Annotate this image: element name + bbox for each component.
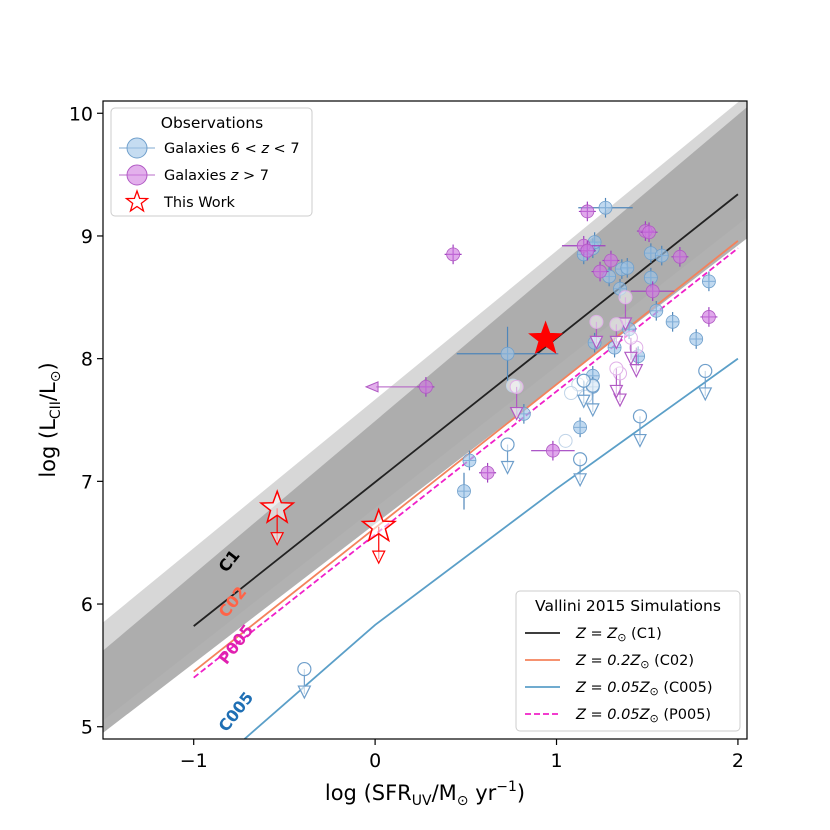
- point-galaxy-6-7-limit: [297, 661, 312, 677]
- point-galaxy-6-7-open: [564, 386, 579, 401]
- limit-arrow-galaxy-6-7-head: [297, 685, 312, 700]
- limit-arrow-this-work-head: [371, 550, 386, 565]
- point-this-work: [258, 489, 296, 524]
- point-galaxy-gt7: [604, 253, 618, 268]
- limit-arrow-left-head: [364, 381, 379, 393]
- legend-title: Vallini 2015 Simulations: [535, 597, 721, 615]
- point-galaxy-gt7: [446, 247, 461, 262]
- point-galaxy-6-7-limit: [500, 437, 515, 452]
- limit-arrow-galaxy-6-7-head: [585, 403, 600, 418]
- inner-band: [103, 107, 747, 733]
- legend-label-c1: Z = Z⊙ (C1): [575, 626, 662, 644]
- legend-marker-galaxies-gt7: [119, 164, 155, 186]
- y-tick-label: 9: [81, 226, 93, 248]
- model-line-c005: [243, 357, 739, 739]
- model-label-c005: C005: [215, 688, 258, 735]
- point-galaxy-6-7-limit: [573, 452, 588, 467]
- y-axis-label: log (LCII/L⊙): [36, 362, 64, 477]
- limit-arrow-galaxy-gt7-head: [609, 384, 624, 399]
- limit-arrow-galaxy-6-7-head: [576, 394, 591, 409]
- point-galaxy-6-7-limit: [698, 363, 713, 379]
- point-galaxy-gt7-limit: [609, 361, 624, 376]
- point-galaxy-gt7-limit: [618, 290, 633, 305]
- legend-label-galaxies-gt7: Galaxies z > 7: [164, 168, 269, 184]
- point-galaxy-6-7: [665, 314, 680, 329]
- axis-ticks: −1 0 1 2 5 6 7 8 9 10: [69, 103, 744, 772]
- point-galaxy-gt7: [672, 249, 687, 264]
- legend-title: Observations: [161, 114, 263, 132]
- point-galaxy-6-7: [598, 200, 613, 215]
- legend-star-icon: [124, 189, 150, 213]
- legend-label-this-work: This Work: [163, 195, 236, 211]
- point-galaxy-gt7: [545, 443, 560, 458]
- point-galaxy-gt7: [642, 225, 656, 240]
- point-galaxy-6-7: [649, 303, 664, 318]
- point-galaxy-6-7: [462, 453, 477, 468]
- point-galaxy-6-7: [457, 484, 471, 499]
- limit-arrow-galaxy-gt7-head: [509, 406, 524, 421]
- x-tick-label: 2: [732, 750, 744, 772]
- point-galaxy-6-7-limit: [632, 409, 648, 424]
- limit-arrow-this-work-head: [270, 532, 285, 547]
- point-galaxy-6-7: [620, 260, 635, 275]
- point-galaxy-6-7: [689, 332, 704, 346]
- point-galaxy-6-7-open: [558, 433, 573, 448]
- observations-legend: Observations Galaxies 6 < z < 7 Galaxies…: [110, 107, 313, 217]
- x-tick-label: 1: [550, 750, 562, 772]
- limit-arrow-galaxy-gt7-head: [589, 335, 604, 350]
- point-galaxy-gt7-limit: [589, 314, 604, 329]
- point-galaxy-gt7: [593, 264, 607, 279]
- legend-label-galaxies-6-7: Galaxies 6 < z < 7: [164, 141, 300, 157]
- point-galaxy-6-7: [573, 420, 588, 435]
- limit-arrow-galaxy-gt7-head: [623, 351, 638, 366]
- limit-arrow-galaxy-gt7-head: [629, 364, 644, 378]
- point-this-work: [360, 507, 397, 543]
- point-galaxy-6-7-limit: [576, 373, 591, 388]
- point-galaxy-gt7: [580, 204, 595, 219]
- legend-label-c005: Z = 0.05Z⊙ (C005): [575, 680, 712, 698]
- point-galaxy-gt7: [419, 379, 433, 394]
- point-galaxy-gt7-limit: [609, 317, 624, 332]
- data-points: [258, 197, 718, 700]
- point-galaxy-6-7: [500, 346, 515, 361]
- point-galaxy-6-7: [654, 248, 669, 263]
- legend-marker-galaxies-6-7: [119, 137, 155, 159]
- model-line-c1: [193, 193, 739, 627]
- legend-label-c02: Z = 0.2Z⊙ (C02): [575, 653, 694, 671]
- point-galaxy-6-7: [702, 274, 716, 289]
- x-tick-label: −1: [180, 750, 208, 772]
- limit-arrow-galaxy-gt7-head: [609, 335, 624, 350]
- point-galaxy-gt7-limit: [509, 379, 524, 394]
- point-galaxy-gt7: [645, 284, 660, 299]
- legend-box: [110, 107, 313, 217]
- limit-arrow-galaxy-6-7-head: [500, 460, 515, 475]
- point-galaxy-gt7: [480, 465, 495, 480]
- y-tick-label: 10: [69, 103, 93, 125]
- point-this-work: [528, 320, 564, 354]
- x-tick-label: 0: [369, 750, 381, 772]
- point-galaxy-gt7-limit: [623, 330, 638, 345]
- limit-arrow-galaxy-6-7-head: [632, 433, 647, 448]
- x-axis-label: log (SFRUV/M⊙ yr−1): [325, 779, 525, 809]
- simulations-legend: Vallini 2015 Simulations Z = Z⊙ (C1) Z =…: [515, 590, 741, 732]
- y-tick-label: 6: [81, 594, 93, 616]
- limit-arrow-galaxy-6-7-head: [573, 473, 588, 488]
- y-tick-label: 8: [81, 349, 93, 371]
- legend-label-p005: Z = 0.05Z⊙ (P005): [575, 707, 711, 725]
- y-tick-label: 5: [81, 717, 93, 739]
- point-galaxy-gt7: [702, 310, 716, 324]
- point-galaxy-6-7: [643, 270, 658, 285]
- point-galaxy-gt7: [580, 243, 595, 258]
- legend-box: [515, 590, 741, 732]
- y-tick-label: 7: [81, 471, 93, 493]
- limit-arrow-galaxy-6-7-head: [698, 387, 713, 402]
- plot-frame: [102, 100, 748, 740]
